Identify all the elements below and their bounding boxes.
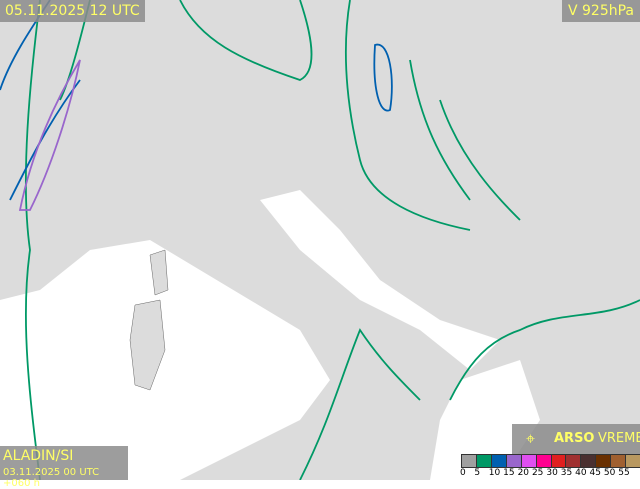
legend-tick: 55 [618,468,630,478]
legend-tick: 50 [603,468,616,478]
legend-swatch [535,454,552,468]
legend-tick: 30 [546,468,558,478]
legend-tick: 5 [474,468,481,478]
legend-tick: 10 [488,468,501,478]
legend-swatch [490,454,507,468]
legend-swatch [625,454,640,468]
legend-tick: 45 [589,468,601,478]
legend-swatch [610,454,627,468]
satellite-icon: ⌖ [526,429,536,448]
legend-swatch [520,454,537,468]
sardinia [129,299,166,391]
valid-time-label: 05.11.2025 12 UTC [0,0,145,22]
legend-tick: 0 [460,468,466,478]
contours-15 [18,59,81,211]
legend-swatch [595,454,612,468]
legend-swatch [565,454,582,468]
legend-swatch [550,454,567,468]
model-run: 03.11.2025 00 UTC +060 h [3,467,100,489]
model-info: ALADIN/SI 03.11.2025 00 UTC +060 h [0,446,128,489]
model-name: ALADIN/SI [3,448,74,464]
legend-tick: 35 [560,468,573,478]
legend-tick: 20 [517,468,530,478]
color-legend: 0 5 10 15 20 25 30 35 40 45 50 55 [460,454,640,480]
pressure-level-label: V 925hPa [561,0,640,22]
legend-tick: 40 [575,468,587,478]
sea-tyrrhenian [0,240,330,480]
legend-swatch [475,454,492,468]
sea-adriatic [260,190,500,370]
legend-tick: 15 [503,468,515,478]
legend-swatch [505,454,522,468]
brand-logo: ⌖ ARSO VREME [512,424,640,454]
corsica [149,249,169,296]
contours-5 [24,0,640,480]
legend-swatch [580,454,597,468]
brand-bold: ARSO [554,431,595,446]
legend-swatch [461,454,477,468]
legend-tick: 25 [531,468,544,478]
brand-light: VREME [598,431,640,446]
